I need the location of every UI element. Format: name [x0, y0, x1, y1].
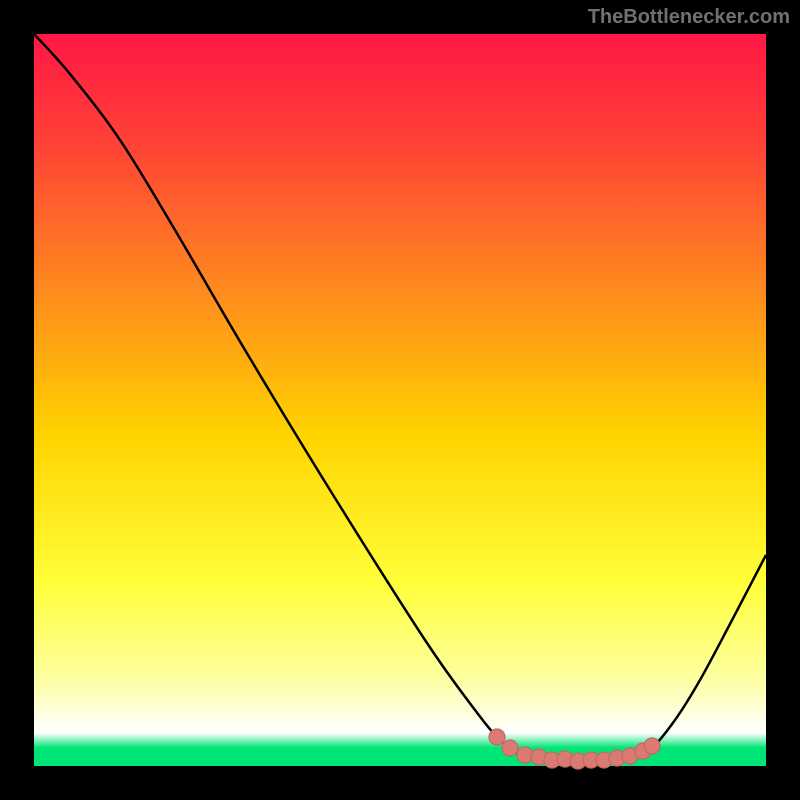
- marker-point: [502, 740, 518, 756]
- marker-point: [644, 738, 660, 754]
- bottleneck-curve-chart: [0, 0, 800, 800]
- marker-point: [517, 747, 533, 763]
- marker-point: [489, 729, 505, 745]
- watermark-text: TheBottlenecker.com: [588, 6, 790, 29]
- chart-container: TheBottlenecker.com: [0, 0, 800, 800]
- chart-plot-area: [34, 34, 766, 766]
